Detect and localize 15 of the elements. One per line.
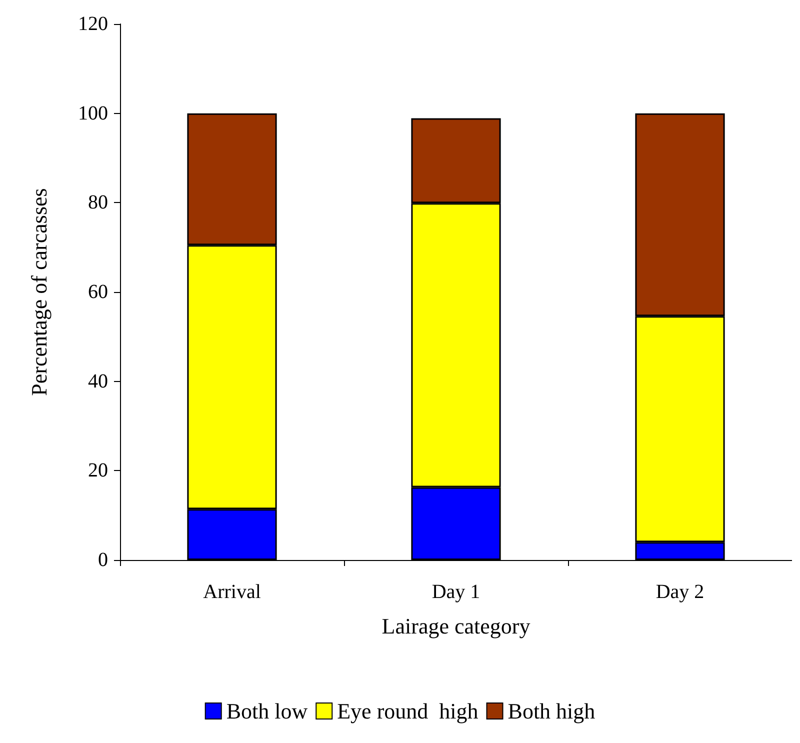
y-tick-label: 0 (98, 549, 108, 571)
legend-label: Both low (226, 698, 308, 724)
x-tick-label: Day 2 (656, 581, 704, 603)
x-axis-title: Lairage category (382, 614, 530, 638)
legend-label: Both high (508, 698, 596, 724)
x-tick-label: Day 1 (432, 581, 480, 603)
y-tick-label: 120 (78, 13, 108, 35)
y-tick-label: 80 (88, 192, 108, 214)
y-tick-label: 60 (88, 281, 108, 303)
y-tick-label: 40 (88, 370, 108, 392)
y-tick-label: 100 (78, 102, 108, 124)
y-axis-title: Percentage of carcasses (26, 188, 52, 396)
y-tick-label: 20 (88, 460, 108, 482)
x-tick-label: Arrival (203, 581, 262, 603)
legend-label: Eye round high (337, 698, 478, 724)
